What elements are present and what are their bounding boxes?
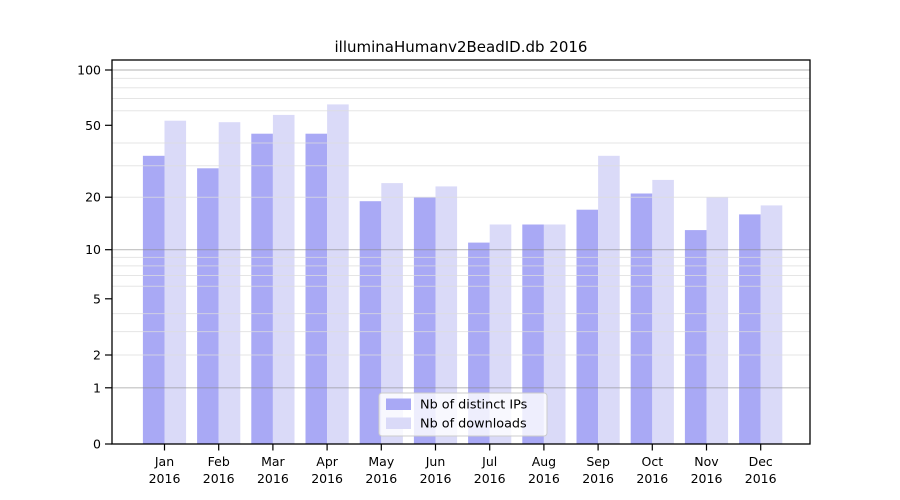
x-tick-label-year-jul: 2016: [474, 471, 506, 486]
legend: Nb of distinct IPs Nb of downloads: [378, 392, 548, 437]
x-tick-label-month-sep: Sep: [586, 454, 610, 469]
x-tick-label-year-aug: 2016: [528, 471, 560, 486]
bar-downloads-nov: [706, 197, 729, 444]
bar-downloads-jul: [489, 224, 512, 444]
bar-distinct-ips-aug: [522, 224, 544, 444]
bar-downloads-sep: [598, 155, 620, 445]
bar-downloads-jan: [164, 120, 187, 444]
x-tick-label-month-apr: Apr: [316, 454, 338, 469]
legend-swatch-downloads: [386, 417, 411, 429]
x-tick-label-month-nov: Nov: [694, 454, 719, 469]
x-tick-label-month-jan: Jan: [154, 454, 174, 469]
x-tick-label-year-apr: 2016: [311, 471, 343, 486]
x-tick-label-year-jun: 2016: [420, 471, 452, 486]
legend-swatch-distinct-ips: [386, 398, 411, 410]
legend-box: [378, 392, 548, 437]
bar-distinct-ips-mar: [251, 133, 273, 444]
x-tick-label-year-oct: 2016: [636, 471, 668, 486]
x-tick-label-year-may: 2016: [365, 471, 397, 486]
y-tick-label-20: 20: [85, 190, 101, 205]
x-tick-label-month-jun: Jun: [425, 454, 446, 469]
bar-downloads-apr: [327, 104, 349, 445]
x-tick-label-month-oct: Oct: [641, 454, 663, 469]
bar-downloads-jun: [435, 186, 458, 444]
bar-distinct-ips-nov: [684, 230, 707, 444]
bar-distinct-ips-jun: [413, 197, 436, 444]
x-tick-label-month-jul: Jul: [481, 454, 497, 469]
x-tick-label-year-feb: 2016: [203, 471, 235, 486]
x-tick-label-month-dec: Dec: [749, 454, 773, 469]
x-tick-label-month-aug: Aug: [532, 454, 556, 469]
x-tick-label-month-mar: Mar: [261, 454, 285, 469]
y-tick-label-0: 0: [93, 437, 101, 452]
bar-downloads-feb: [218, 122, 241, 444]
bar-distinct-ips-feb: [197, 168, 219, 445]
chart-title: illuminaHumanv2BeadID.db 2016: [335, 38, 588, 56]
x-tick-label-year-dec: 2016: [745, 471, 777, 486]
bar-distinct-ips-jan: [142, 155, 165, 445]
legend-label-downloads: Nb of downloads: [420, 417, 527, 432]
legend-label-distinct-ips: Nb of distinct IPs: [420, 398, 528, 413]
bar-distinct-ips-apr: [305, 133, 328, 444]
x-tick-label-month-may: May: [368, 454, 394, 469]
x-tick-label-year-mar: 2016: [257, 471, 289, 486]
bar-distinct-ips-sep: [576, 209, 599, 444]
x-tick-label-month-feb: Feb: [208, 454, 230, 469]
y-tick-label-100: 100: [77, 63, 101, 78]
bar-downloads-aug: [543, 224, 566, 444]
x-tick-label-year-nov: 2016: [691, 471, 723, 486]
y-tick-label-5: 5: [93, 291, 101, 306]
x-tick-label-year-sep: 2016: [582, 471, 614, 486]
y-tick-label-50: 50: [85, 118, 101, 133]
bar-downloads-oct: [652, 179, 674, 444]
x-tick-label-year-jan: 2016: [149, 471, 181, 486]
bar-distinct-ips-dec: [739, 214, 761, 444]
bar-distinct-ips-oct: [630, 193, 653, 444]
y-tick-label-1: 1: [93, 380, 101, 395]
plot-frame: [111, 59, 811, 445]
bar-distinct-ips-may: [359, 201, 382, 444]
bar-downloads-mar: [272, 114, 295, 445]
bar-downloads-dec: [760, 205, 783, 444]
y-tick-label-10: 10: [85, 242, 101, 257]
y-tick-label-2: 2: [93, 348, 101, 363]
